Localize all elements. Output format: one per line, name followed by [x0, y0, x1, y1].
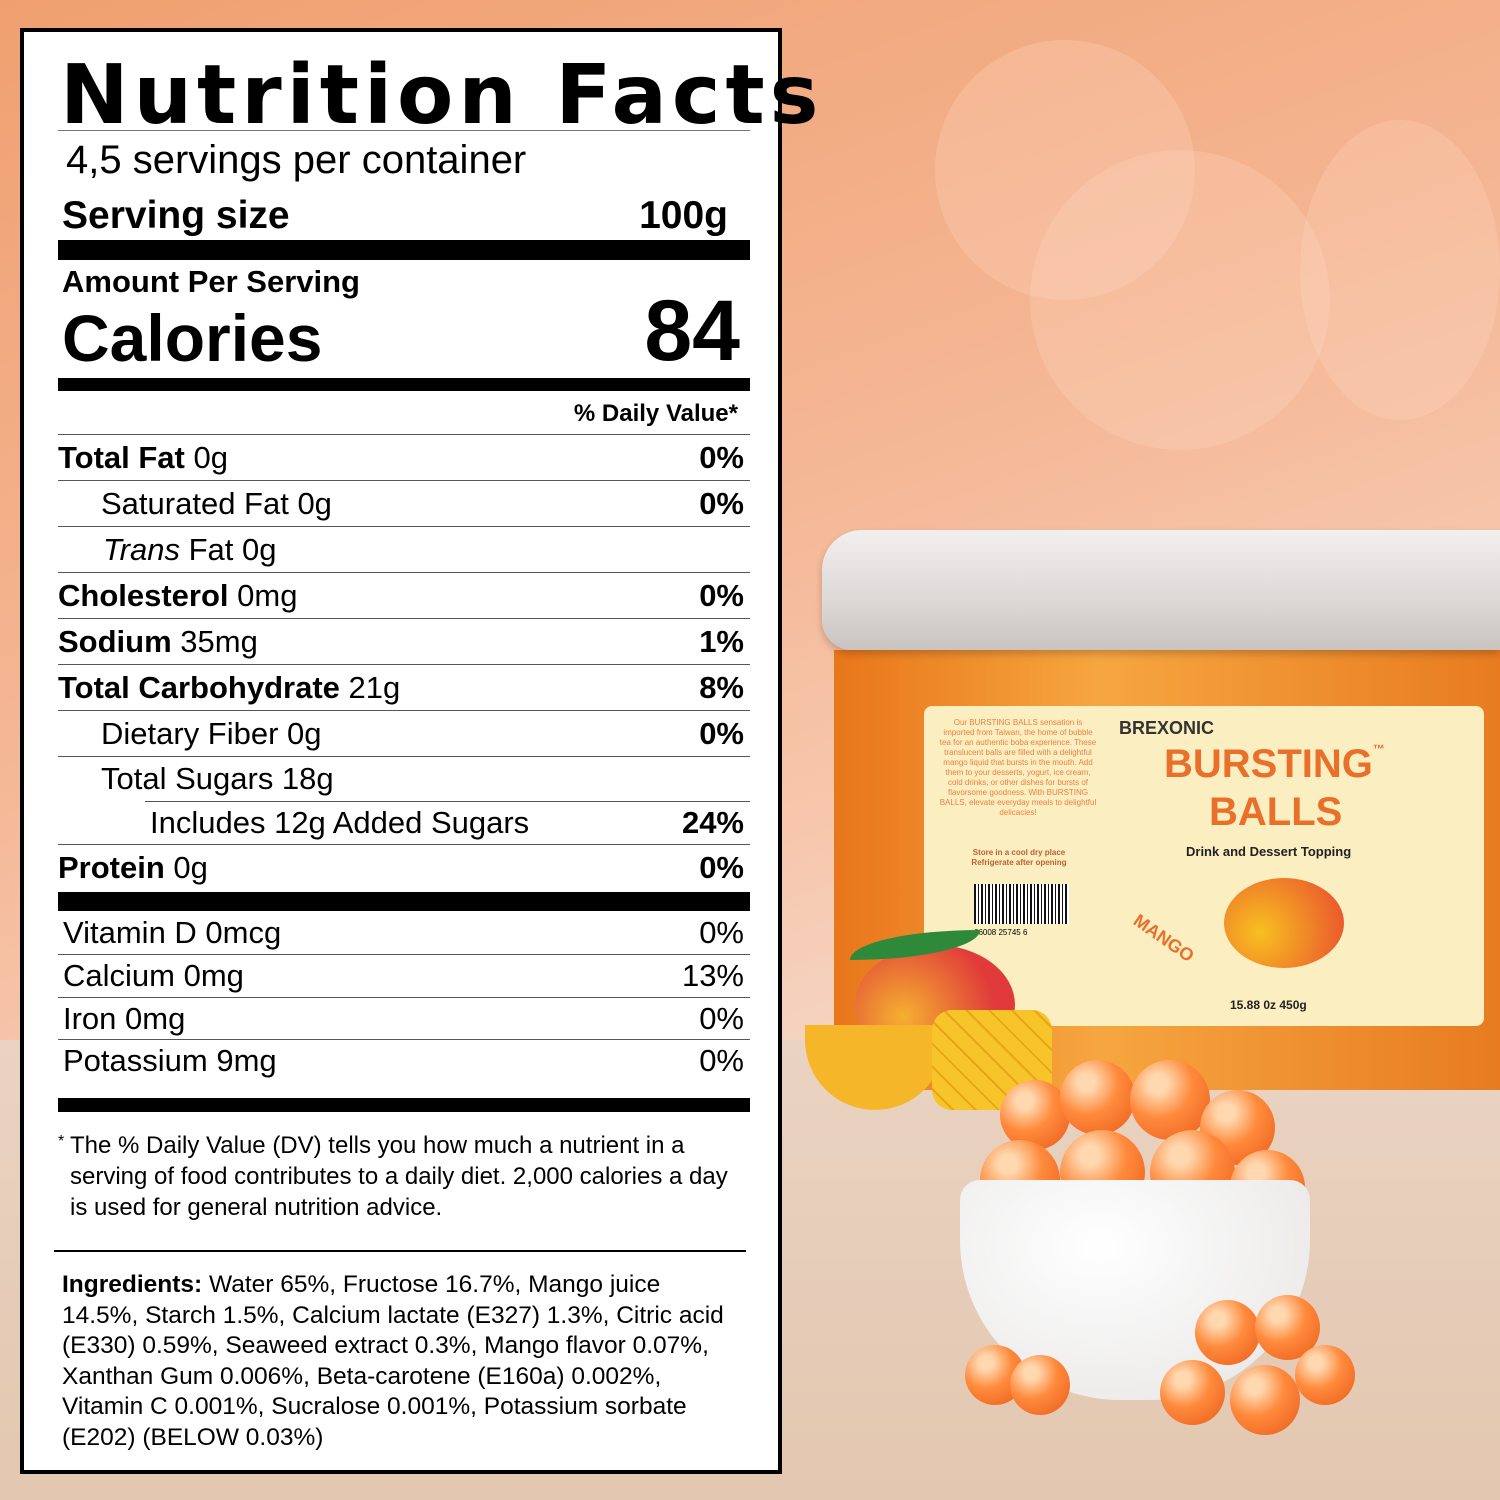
nutrient-amount: 0mg: [228, 577, 298, 613]
nutrient-name: Trans: [103, 531, 180, 567]
thick-divider: [58, 892, 750, 911]
vitamin-dv: 13%: [681, 957, 744, 993]
nutrient-dv: 0%: [699, 577, 744, 613]
nutrient-row-saturated-fat: Saturated Fat 0g 0%: [58, 480, 750, 526]
nutrient-name: Cholesterol: [58, 577, 229, 613]
footnote-text: The % Daily Value (DV) tells you how muc…: [70, 1132, 728, 1221]
nutrient-amount: Fat 0g: [179, 531, 277, 567]
tub-body: Our BURSTING BALLS sensation is imported…: [834, 650, 1500, 1090]
nutrition-facts-label: Nutrition Facts 4,5 servings per contain…: [20, 28, 818, 1474]
nutrient-dv: 1%: [699, 623, 744, 659]
nutrient-name: Total Fat: [58, 439, 185, 475]
background-bokeh: [935, 40, 1195, 300]
calories-value: 84: [644, 283, 740, 379]
ingredients-text: Water 65%, Fructose 16.7%, Mango juice 1…: [62, 1271, 724, 1451]
nutrient-name: Includes 12g Added Sugars: [150, 805, 530, 840]
nutrient-dv: 0%: [699, 439, 744, 475]
product-tub: Our BURSTING BALLS sensation is imported…: [822, 530, 1500, 1090]
boba-ball: [1195, 1300, 1260, 1365]
ingredients: Ingredients: Water 65%, Fructose 16.7%, …: [62, 1270, 742, 1453]
nutrient-amount: 0g: [164, 849, 208, 885]
boba-ball: [1130, 1060, 1210, 1140]
boba-ball: [1295, 1345, 1355, 1405]
nutrient-name: Saturated Fat 0g: [101, 485, 332, 521]
mango-illustration: [1224, 878, 1344, 968]
flavor-text: MANGO: [1129, 910, 1198, 967]
tub-lid: [822, 530, 1500, 650]
boba-ball: [1060, 1060, 1135, 1135]
storage-text: Store in a cool dry place Refrigerate af…: [971, 848, 1067, 867]
vitamin-name: Calcium 0mg: [63, 957, 244, 993]
nutrient-row-total-fat: Total Fat 0g 0%: [58, 434, 750, 480]
nutrient-row-trans-fat: Trans Fat 0g: [58, 526, 750, 572]
product-name-line2: BALLS: [1209, 790, 1343, 834]
nutrient-name: Sodium: [58, 623, 172, 659]
thick-divider: [58, 240, 750, 260]
nutrient-dv: 0%: [699, 849, 744, 885]
divider: [54, 1250, 746, 1252]
boba-ball: [1160, 1360, 1225, 1425]
nutrient-name: Total Sugars 18g: [101, 761, 334, 796]
nutrient-row-sodium: Sodium 35mg 1%: [58, 618, 750, 664]
nutrient-row-dietary-fiber: Dietary Fiber 0g 0%: [58, 710, 750, 756]
vitamin-name: Potassium 9mg: [63, 1042, 277, 1078]
thick-divider: [58, 378, 750, 391]
boba-ball: [1000, 1080, 1070, 1150]
amount-per-serving: Amount Per Serving: [62, 264, 360, 299]
nutrient-dv: 0%: [699, 715, 744, 751]
ingredients-label: Ingredients:: [62, 1271, 203, 1298]
nutrient-dv: 0%: [699, 485, 744, 521]
servings-per-container: 4,5 servings per container: [66, 138, 527, 182]
footnote-asterisk: *: [58, 1133, 65, 1150]
barcode: [974, 884, 1069, 924]
background-bokeh: [1030, 150, 1330, 450]
boba-ball: [1230, 1365, 1300, 1435]
background-bokeh: [1300, 120, 1500, 420]
vitamin-row-potassium: Potassium 9mg 0%: [58, 1039, 750, 1081]
nutrient-amount: 0g: [184, 439, 228, 475]
nutrient-dv: 24%: [681, 805, 744, 840]
divider: [58, 130, 750, 131]
serving-size-value: 100g: [639, 194, 728, 237]
nutrient-row-added-sugars: Includes 12g Added Sugars 24%: [145, 801, 750, 844]
nutrient-amount: 35mg: [171, 623, 258, 659]
trademark: ™: [1372, 742, 1385, 756]
label-title: Nutrition Facts: [60, 48, 824, 143]
nutrient-row-protein: Protein 0g 0%: [58, 844, 750, 890]
nutrient-row-total-carbohydrate: Total Carbohydrate 21g 8%: [58, 664, 750, 710]
serving-size-label: Serving size: [62, 194, 290, 237]
nutrient-name: Dietary Fiber 0g: [101, 715, 322, 751]
vitamin-row-vitamin-d: Vitamin D 0mcg 0%: [58, 912, 750, 954]
nutrient-name: Protein: [58, 849, 165, 885]
nutrient-row-total-sugars: Total Sugars 18g: [58, 756, 750, 801]
boba-ball: [1010, 1355, 1070, 1415]
vitamin-dv: 0%: [699, 1000, 744, 1036]
nutrient-row-cholesterol: Cholesterol 0mg 0%: [58, 572, 750, 618]
calories-label: Calories: [62, 301, 323, 375]
brand-logo: BREXONIC: [1119, 718, 1215, 738]
nutrient-name: Total Carbohydrate: [58, 669, 340, 705]
net-weight: 15.88 0z 450g: [1230, 998, 1307, 1012]
nutrient-dv: 8%: [699, 669, 744, 705]
barcode-number: 66008 25745 6: [974, 928, 1028, 937]
product-name-line1: BURSTING: [1164, 742, 1373, 786]
product-description: Our BURSTING BALLS sensation is imported…: [939, 718, 1097, 817]
vitamin-name: Iron 0mg: [63, 1000, 186, 1036]
daily-value-header: % Daily Value*: [573, 400, 738, 427]
vitamin-dv: 0%: [699, 915, 744, 950]
daily-value-footnote: * The % Daily Value (DV) tells you how mu…: [58, 1130, 738, 1223]
vitamin-row-calcium: Calcium 0mg 13%: [58, 954, 750, 996]
product-sticker: Our BURSTING BALLS sensation is imported…: [924, 706, 1484, 1026]
vitamin-name: Vitamin D 0mcg: [63, 915, 282, 950]
vitamin-dv: 0%: [699, 1042, 744, 1078]
tagline: Drink and Dessert Topping: [1186, 844, 1352, 859]
product-name: BURSTING™: [1164, 742, 1385, 787]
thick-divider: [58, 1098, 750, 1112]
vitamin-row-iron: Iron 0mg 0%: [58, 997, 750, 1039]
nutrient-amount: 21g: [339, 669, 401, 705]
